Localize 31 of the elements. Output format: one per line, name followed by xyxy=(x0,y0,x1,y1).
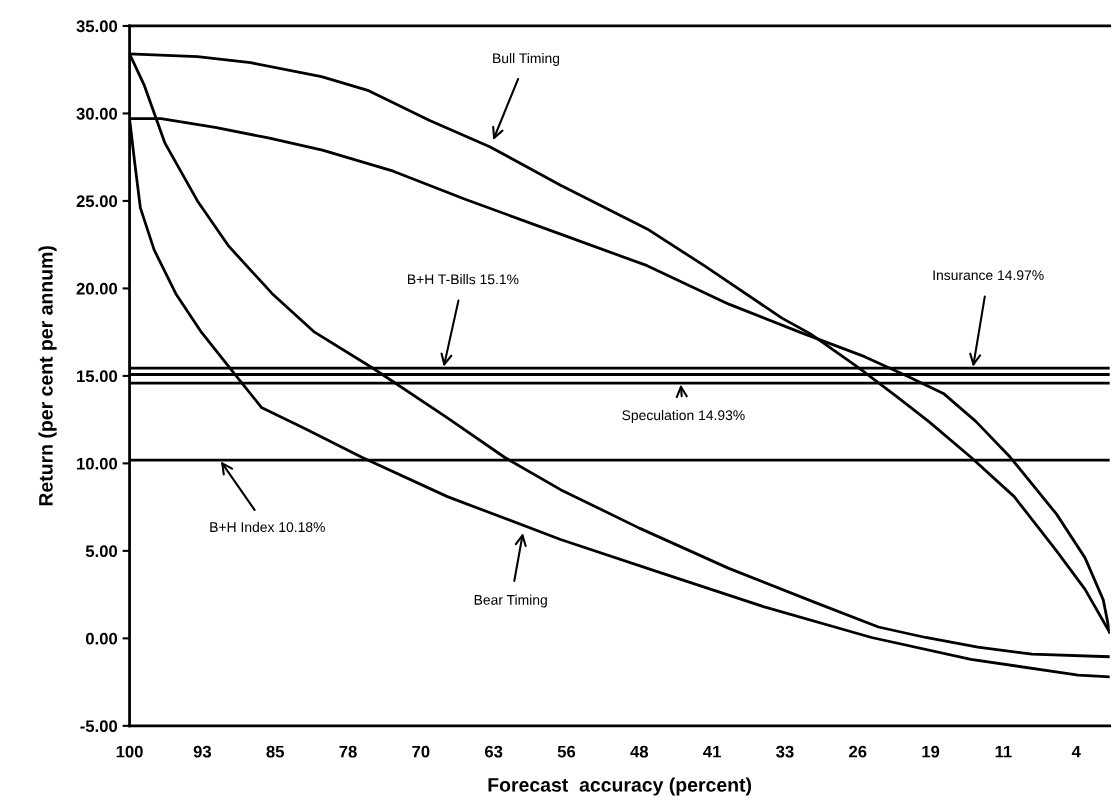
y-tick-label: 5.00 xyxy=(85,545,118,558)
annotation: Bear Timing xyxy=(474,594,547,608)
y-tick-label: 25.00 xyxy=(76,195,118,208)
annotation: Bull Timing xyxy=(493,53,560,66)
x-tick-label: 85 xyxy=(266,745,284,758)
x-tick-label: 19 xyxy=(922,745,940,758)
y-tick-label: 15.00 xyxy=(77,370,118,383)
y-tick-label: 0.00 xyxy=(85,632,118,645)
annotation: Speculation 14.93% xyxy=(622,409,745,423)
x-tick-label: 11 xyxy=(995,745,1012,758)
annotation: Insurance 14.97% xyxy=(933,270,1044,281)
x-tick-label: 26 xyxy=(849,745,867,758)
x-tick-label: 70 xyxy=(412,745,430,758)
y-tick-label: 35.00 xyxy=(76,20,118,33)
x-tick-label: 100 xyxy=(116,745,143,758)
x-tick-label: 78 xyxy=(339,745,357,758)
y-tick-label: 10.00 xyxy=(77,457,118,470)
x-tick-label: 63 xyxy=(484,745,503,758)
x-tick-label: 93 xyxy=(193,745,212,758)
x-tick-label: 4 xyxy=(1071,745,1081,758)
x-axis-title: Forecast accuracy (percent) xyxy=(488,777,752,796)
x-tick-label: 48 xyxy=(630,745,649,758)
x-tick-label: 33 xyxy=(776,745,794,758)
x-tick-label: 41 xyxy=(703,745,721,758)
annotation: B+H Index 10.18% xyxy=(210,521,325,533)
y-tick-label: -5.00 xyxy=(80,720,118,733)
y-axis-title: Return (per cent per annum) xyxy=(38,246,57,506)
x-tick-label: 56 xyxy=(557,745,576,758)
y-tick-label: 30.00 xyxy=(76,107,118,120)
annotation: B+H T-Bills 15.1% xyxy=(408,274,519,285)
y-tick-label: 20.00 xyxy=(76,282,118,295)
